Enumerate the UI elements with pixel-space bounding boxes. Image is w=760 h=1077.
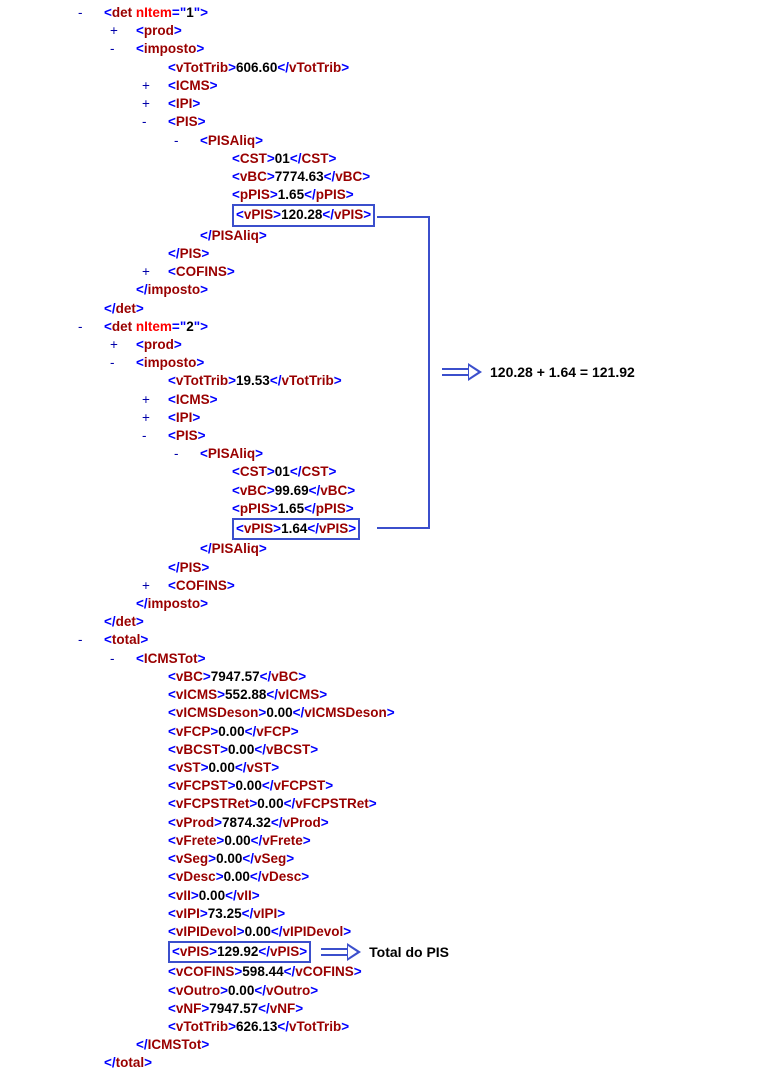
total-voutro: <vOutro>0.00</vOutro> — [8, 982, 752, 1000]
total-vst: <vST>0.00</vST> — [8, 759, 752, 777]
total-vipidevol: <vIPIDevol>0.00</vIPIDevol> — [8, 923, 752, 941]
det2-vpis-value: 1.64 — [281, 521, 307, 536]
det1-vbc: <vBC>7774.63</vBC> — [8, 168, 752, 186]
det2-close: </det> — [8, 613, 752, 631]
arrow-shaft-icon — [442, 368, 468, 376]
det2-nitem-value: 2 — [186, 319, 194, 334]
arrow-formula: 120.28 + 1.64 = 121.92 — [442, 363, 635, 381]
det1-icms: + <ICMS> — [8, 77, 752, 95]
icmstot-close: </ICMSTot> — [8, 1036, 752, 1054]
total-vbc: <vBC>7947.57</vBC> — [8, 668, 752, 686]
total-vcofins: <vCOFINS>598.44</vCOFINS> — [8, 963, 752, 981]
arrow-total: Total do PIS — [321, 943, 449, 961]
total-vbcst: <vBCST>0.00</vBCST> — [8, 741, 752, 759]
det2-pis-close: </PIS> — [8, 559, 752, 577]
total-vdesc: <vDesc>0.00</vDesc> — [8, 868, 752, 886]
total-vfrete: <vFrete>0.00</vFrete> — [8, 832, 752, 850]
total-vii: <vII>0.00</vII> — [8, 887, 752, 905]
total-vicmsdeson: <vICMSDeson>0.00</vICMSDeson> — [8, 704, 752, 722]
total-label-text: Total do PIS — [369, 944, 449, 960]
total-vicms: <vICMS>552.88</vICMS> — [8, 686, 752, 704]
total-vpis-value: 129.92 — [217, 944, 258, 959]
det1-imposto-open: - <imposto> — [8, 40, 752, 58]
total-vfcpstret: <vFCPSTRet>0.00</vFCPSTRet> — [8, 795, 752, 813]
formula-text: 120.28 + 1.64 = 121.92 — [490, 364, 635, 380]
total-close: </total> — [8, 1054, 752, 1072]
det1-pisaliq-open: - <PISAliq> — [8, 132, 752, 150]
total-vnf: <vNF>7947.57</vNF> — [8, 1000, 752, 1018]
det1-prod: + <prod> — [8, 22, 752, 40]
arrow-head-icon — [347, 943, 361, 961]
total-vseg: <vSeg>0.00</vSeg> — [8, 850, 752, 868]
det1-nitem-value: 1 — [186, 5, 194, 20]
total-vfcp: <vFCP>0.00</vFCP> — [8, 723, 752, 741]
det1-open: - <det nItem="1"> — [8, 4, 752, 22]
arrow-head-icon — [468, 363, 482, 381]
icmstot-open: - <ICMSTot> — [8, 650, 752, 668]
total-vtottrib: <vTotTrib>626.13</vTotTrib> — [8, 1018, 752, 1036]
total-vprod: <vProd>7874.32</vProd> — [8, 814, 752, 832]
total-vfcpst: <vFCPST>0.00</vFCPST> — [8, 777, 752, 795]
total-open: - <total> — [8, 631, 752, 649]
connector-bracket — [377, 216, 430, 530]
xml-tree: - <det nItem="1"> + <prod> - <imposto> <… — [8, 4, 752, 1073]
det2-imposto-close: </imposto> — [8, 595, 752, 613]
det1-vtottrib: <vTotTrib>606.60</vTotTrib> — [8, 59, 752, 77]
det1-vpis-value: 120.28 — [281, 207, 322, 222]
arrow-shaft-icon — [321, 948, 347, 956]
det1-cst: <CST>01</CST> — [8, 150, 752, 168]
det1-ppis: <pPIS>1.65</pPIS> — [8, 186, 752, 204]
det1-ipi: + <IPI> — [8, 95, 752, 113]
total-vipi: <vIPI>73.25</vIPI> — [8, 905, 752, 923]
det2-pisaliq-close: </PISAliq> — [8, 540, 752, 558]
det2-cofins: + <COFINS> — [8, 577, 752, 595]
det1-pis-open: - <PIS> — [8, 113, 752, 131]
